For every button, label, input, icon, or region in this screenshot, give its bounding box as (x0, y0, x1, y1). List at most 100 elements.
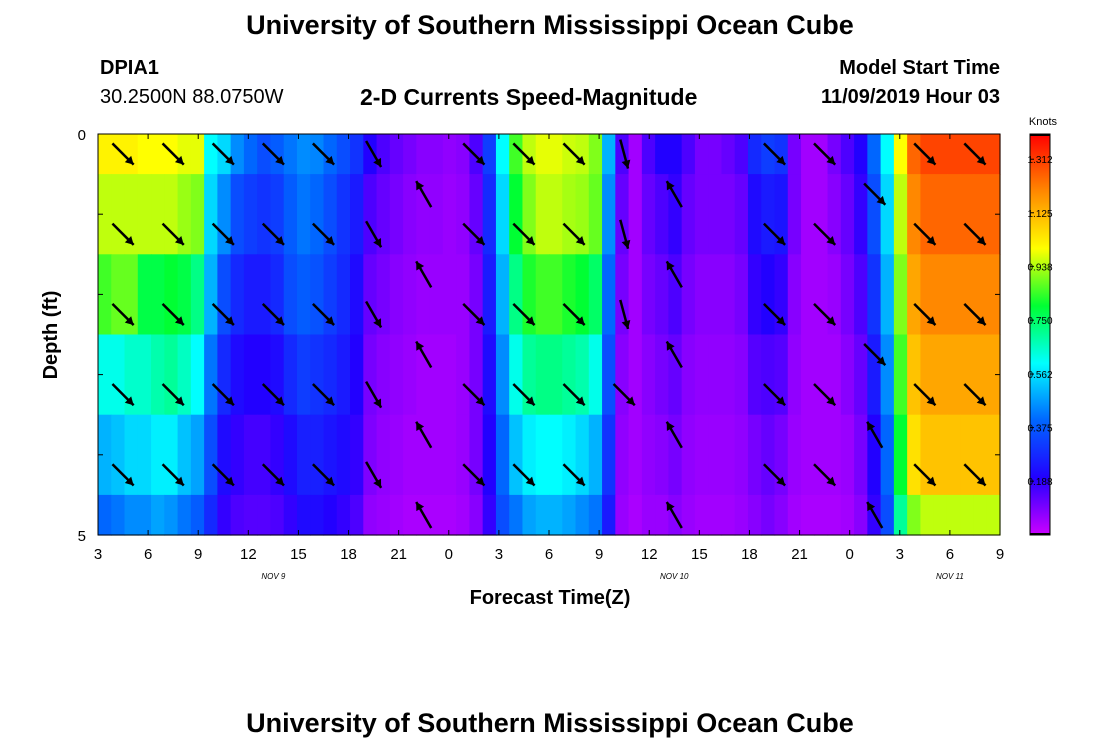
heatmap-cell (602, 494, 616, 536)
heatmap-cell (389, 414, 404, 496)
heatmap-cell (137, 414, 152, 496)
heatmap-cell (323, 414, 338, 496)
heatmap-cell (111, 494, 126, 536)
heatmap-cell (137, 134, 152, 175)
heatmap-cell (588, 334, 603, 416)
heatmap-cell (986, 414, 1001, 496)
heatmap-cell (442, 334, 457, 416)
heatmap-cell (164, 414, 179, 496)
heatmap-cell (257, 494, 272, 536)
heatmap-cell (893, 254, 908, 336)
heatmap-cell (549, 254, 563, 336)
heatmap-cell (694, 174, 709, 255)
current-arrow (619, 299, 631, 330)
heatmap-cell (880, 134, 895, 175)
heatmap-cell (137, 254, 152, 336)
current-arrow (913, 383, 937, 407)
heatmap-cell (257, 334, 272, 416)
heatmap-cell (190, 334, 205, 416)
heatmap-cell (655, 134, 669, 175)
heatmap-cell (628, 334, 643, 416)
heatmap-cell (283, 174, 298, 255)
heatmap-cell (124, 174, 139, 255)
heatmap-cell (230, 174, 245, 255)
heatmap-cell (482, 134, 497, 175)
heatmap-cell (456, 174, 471, 255)
heatmap-cell (137, 494, 152, 536)
current-arrow (211, 302, 235, 326)
colorbar-top-cap (1030, 134, 1050, 136)
heatmap-cell (442, 494, 457, 536)
heatmap-cell (442, 414, 457, 496)
current-arrow (562, 302, 586, 326)
heatmap-cell (376, 254, 391, 336)
product-title: 2-D Currents Speed-Magnitude (360, 84, 698, 110)
heatmap-cell (535, 254, 550, 336)
heatmap-cell (270, 494, 285, 536)
heatmap-cell (774, 134, 789, 175)
x-tick-label: 3 (495, 546, 503, 563)
current-arrow (866, 501, 884, 529)
heatmap-cell (681, 334, 696, 416)
heatmap-cell (482, 174, 497, 255)
current-arrow (813, 142, 837, 166)
heatmap-cell (761, 174, 776, 255)
heatmap-cell (283, 334, 298, 416)
heatmap-cell (708, 174, 723, 255)
x-tick-label: 6 (946, 546, 954, 563)
heatmap-cell (787, 254, 802, 336)
heatmap-cell (655, 414, 669, 496)
heatmap-cell (456, 334, 471, 416)
heatmap-cell (827, 414, 842, 496)
heatmap-cell (535, 334, 550, 416)
heatmap-cell (867, 174, 882, 255)
current-arrow (562, 463, 586, 487)
heatmap-cell (190, 254, 205, 336)
heatmap-cell (336, 174, 351, 255)
heatmap-cell (946, 414, 961, 496)
current-arrow (365, 220, 383, 248)
x-tick-label: 15 (290, 546, 307, 563)
heatmap-cell (204, 334, 218, 416)
colorbar-tick-label: 0.562 (1027, 370, 1052, 381)
current-arrow (462, 142, 486, 166)
heatmap-cell (562, 334, 577, 416)
heatmap-cell (137, 174, 152, 255)
heatmap-cell (164, 174, 179, 255)
heatmap-cell (787, 334, 802, 416)
heatmap-cell (442, 254, 457, 336)
heatmap-cell (204, 254, 218, 336)
current-arrow (261, 142, 285, 166)
heatmap-cell (588, 174, 603, 255)
heatmap-cell (907, 414, 922, 496)
heatmap-cell (747, 134, 762, 175)
heatmap-cell (350, 334, 364, 416)
heatmap-cell (495, 254, 510, 336)
heatmap-cell (575, 254, 590, 336)
current-arrow (462, 302, 486, 326)
heatmap-cell (761, 134, 776, 175)
heatmap-cell (960, 334, 975, 416)
heatmap-cell (708, 334, 723, 416)
heatmap-cell (628, 494, 643, 536)
heatmap-cell (151, 494, 165, 536)
current-arrow (665, 421, 683, 449)
heatmap-cell (257, 254, 272, 336)
x-tick-label: 0 (845, 546, 853, 563)
heatmap-cell (323, 254, 338, 336)
heatmap-cell (840, 134, 855, 175)
station-coordinates: 30.2500N 88.0750W (100, 86, 284, 108)
heatmap-cell (907, 494, 922, 536)
heatmap-cell (893, 174, 908, 255)
heatmap-cell (602, 334, 616, 416)
heatmap-cell (137, 334, 152, 416)
station-id: DPIA1 (100, 57, 159, 79)
heatmap-cell (655, 254, 669, 336)
heatmap-cell (482, 494, 497, 536)
heatmap-cell (323, 494, 338, 536)
current-arrow (562, 142, 586, 166)
current-arrow (866, 421, 884, 449)
heatmap-cell (495, 334, 510, 416)
heatmap-cell (177, 414, 192, 496)
colorbar-gradient (1029, 133, 1051, 536)
